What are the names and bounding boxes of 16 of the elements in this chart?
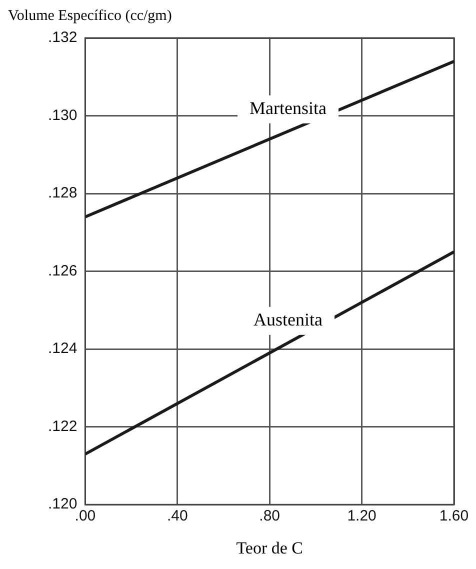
y-tick-label: .128 (48, 184, 78, 202)
x-tick-label: .40 (166, 508, 188, 525)
x-tick-label: .00 (74, 508, 96, 525)
x-axis-title: Teor de C (236, 538, 303, 558)
y-tick-label: .120 (48, 496, 78, 513)
y-tick-label: .124 (48, 340, 78, 358)
y-tick-label: .132 (48, 29, 78, 46)
x-tick-label: 1.60 (439, 508, 469, 525)
series-label: Martensita (250, 98, 327, 118)
series-label: Austenita (254, 310, 323, 330)
y-tick-label: .130 (48, 106, 78, 124)
x-tick-label: .80 (259, 508, 280, 525)
y-axis-title: Volume Específico (cc/gm) (8, 8, 172, 24)
x-tick-label: 1.20 (347, 508, 376, 525)
y-tick-label: .126 (48, 262, 78, 280)
y-tick-label: .122 (48, 418, 78, 435)
